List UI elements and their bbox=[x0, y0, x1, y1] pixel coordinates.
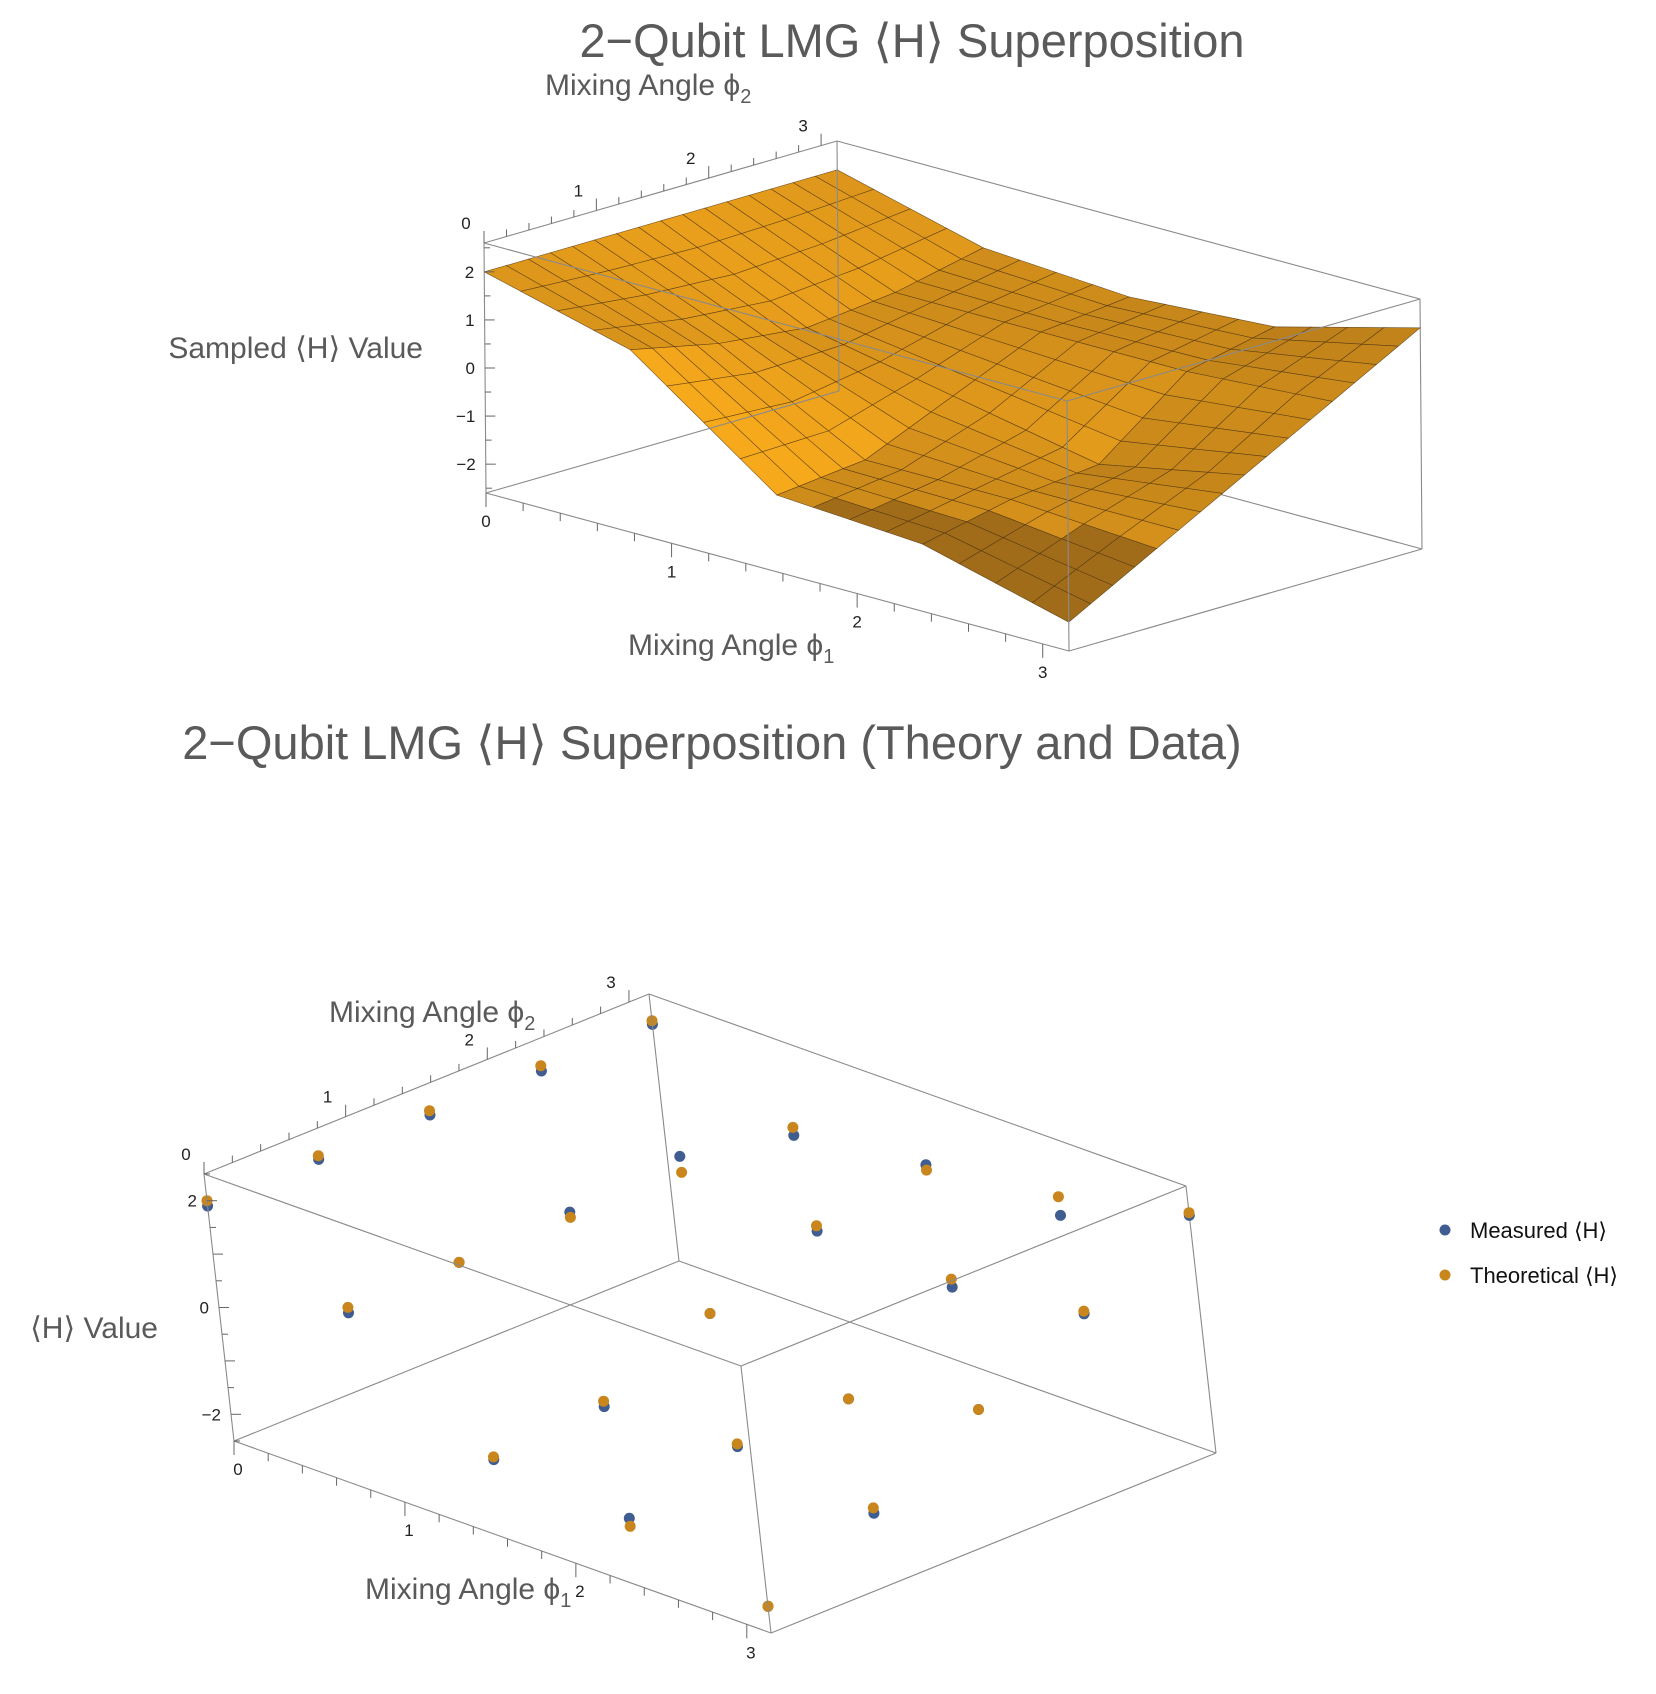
chart1-x-axis-label: Mixing Angle ϕ1 bbox=[628, 629, 834, 668]
chart1-z-axis-label: Sampled ⟨H⟩ Value bbox=[168, 332, 423, 365]
legend-label-measured: Measured ⟨H⟩ bbox=[1470, 1218, 1607, 1243]
chart1-y-tick: 3 bbox=[798, 117, 807, 136]
surface-chart: 2−Qubit LMG ⟨H⟩ Superposition 0 1 2 3 0 … bbox=[168, 14, 1423, 682]
theoretical-point bbox=[598, 1395, 610, 1407]
box-edge bbox=[485, 492, 1070, 652]
chart1-z-tick: −2 bbox=[456, 455, 475, 474]
chart2-z-tick: 2 bbox=[188, 1192, 197, 1211]
chart2-y-tick: 2 bbox=[465, 1030, 474, 1049]
chart1-x-tick: 0 bbox=[481, 512, 490, 531]
chart1-z-tick: 0 bbox=[466, 359, 475, 378]
chart2-x-tick: 3 bbox=[746, 1643, 755, 1662]
chart1-x-tick: 1 bbox=[667, 562, 676, 581]
measured-point bbox=[788, 1129, 800, 1141]
box-edge bbox=[1066, 400, 1070, 652]
chart2-legend: Measured ⟨H⟩ Theoretical ⟨H⟩ bbox=[1439, 1218, 1618, 1288]
chart1-surface bbox=[483, 169, 1422, 623]
chart2-y-tick: 0 bbox=[181, 1145, 190, 1164]
theoretical-point bbox=[676, 1166, 688, 1178]
chart1-x-tick: 2 bbox=[852, 613, 861, 632]
box-edge-back bbox=[1419, 298, 1423, 550]
chart2-z-tick: −2 bbox=[202, 1405, 221, 1424]
measured-point bbox=[623, 1512, 635, 1524]
box-edge bbox=[1066, 298, 1421, 402]
chart1-z-tick: −1 bbox=[456, 407, 475, 426]
chart2-tick-marks bbox=[203, 990, 748, 1639]
box-edge-back bbox=[770, 1452, 1217, 1634]
chart1-y-axis-label: Mixing Angle ϕ2 bbox=[545, 69, 751, 108]
box-edge bbox=[648, 993, 1187, 1187]
box-edge bbox=[836, 140, 1421, 300]
theoretical-point bbox=[424, 1105, 435, 1117]
chart2-box-back bbox=[678, 1185, 1217, 1634]
theoretical-point bbox=[921, 1164, 932, 1176]
box-edge bbox=[203, 993, 650, 1175]
chart1-z-tick: 1 bbox=[465, 311, 474, 330]
chart2-z-tick: 0 bbox=[200, 1299, 209, 1318]
theoretical-point bbox=[564, 1211, 576, 1223]
theoretical-point bbox=[488, 1451, 499, 1463]
measured-point bbox=[1055, 1209, 1066, 1221]
chart1-x-tick: 3 bbox=[1038, 663, 1047, 682]
box-edge-back bbox=[1068, 548, 1423, 652]
theoretical-point bbox=[867, 1502, 879, 1514]
legend-marker-measured bbox=[1439, 1224, 1451, 1236]
measured-point bbox=[946, 1281, 958, 1293]
chart1-y-tick: 0 bbox=[461, 214, 470, 233]
box-edge bbox=[836, 140, 840, 392]
measured-point bbox=[674, 1150, 686, 1162]
chart1-tick-marks bbox=[483, 133, 1044, 658]
chart2-y-tick: 1 bbox=[323, 1088, 332, 1107]
theoretical-point bbox=[973, 1404, 984, 1415]
theoretical-point bbox=[312, 1150, 324, 1162]
surface-patch bbox=[1031, 585, 1092, 623]
chart1-y-tick: 2 bbox=[686, 149, 695, 168]
box-edge bbox=[483, 242, 1068, 402]
legend-label-theoretical: Theoretical ⟨H⟩ bbox=[1470, 1263, 1618, 1288]
box-edge bbox=[483, 140, 838, 244]
chart2-box-front bbox=[203, 993, 1187, 1634]
theoretical-point bbox=[731, 1438, 743, 1450]
box-edge bbox=[740, 1365, 772, 1634]
chart1-y-tick: 1 bbox=[574, 182, 583, 201]
theoretical-point bbox=[624, 1520, 636, 1532]
theoretical-point bbox=[1183, 1207, 1195, 1219]
theoretical-point bbox=[811, 1220, 822, 1232]
chart2-y-axis-label: Mixing Angle ϕ2 bbox=[329, 996, 535, 1035]
chart1-z-tick: 2 bbox=[465, 263, 474, 282]
chart2-title: 2−Qubit LMG ⟨H⟩ Superposition (Theory an… bbox=[182, 716, 1241, 769]
chart1-title: 2−Qubit LMG ⟨H⟩ Superposition bbox=[580, 14, 1245, 67]
chart1-box-front bbox=[483, 140, 1421, 652]
box-edge-back bbox=[678, 1260, 1217, 1454]
theoretical-point bbox=[453, 1256, 465, 1268]
scatter-chart: 2−Qubit LMG ⟨H⟩ Superposition (Theory an… bbox=[30, 716, 1618, 1662]
theoretical-point bbox=[843, 1393, 854, 1405]
chart2-points bbox=[201, 1015, 1195, 1612]
chart2-x-tick: 1 bbox=[404, 1521, 413, 1540]
theoretical-point bbox=[342, 1301, 354, 1313]
theoretical-point bbox=[1052, 1191, 1064, 1203]
box-edge bbox=[203, 1173, 742, 1367]
box-edge bbox=[233, 1260, 680, 1442]
box-edge bbox=[648, 993, 680, 1262]
chart2-x-tick: 0 bbox=[233, 1460, 242, 1479]
chart2-y-tick: 3 bbox=[606, 973, 615, 992]
theoretical-point bbox=[787, 1121, 799, 1133]
theoretical-point bbox=[535, 1060, 547, 1072]
box-edge-back bbox=[1185, 1185, 1217, 1454]
legend-marker-theoretical bbox=[1439, 1269, 1451, 1281]
chart2-x-axis-label: Mixing Angle ϕ1 bbox=[365, 1573, 571, 1612]
theoretical-point bbox=[704, 1308, 716, 1319]
box-edge bbox=[485, 390, 840, 494]
theoretical-point bbox=[1078, 1305, 1090, 1317]
chart2-z-axis-label: ⟨H⟩ Value bbox=[30, 1312, 158, 1345]
box-edge bbox=[233, 1440, 772, 1634]
box-edge bbox=[740, 1185, 1187, 1367]
chart2-x-tick: 2 bbox=[575, 1582, 584, 1601]
